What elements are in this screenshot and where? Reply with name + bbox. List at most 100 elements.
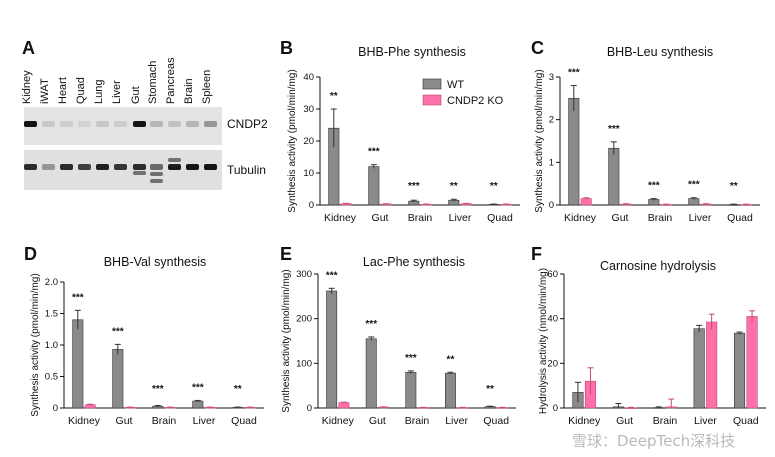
x-category-label: Liver xyxy=(694,415,717,427)
significance-label: *** xyxy=(408,181,420,192)
x-category-label: Quad xyxy=(483,415,509,427)
tubulin-band xyxy=(133,164,146,170)
y-tick-label: 0 xyxy=(53,403,58,414)
y-tick-label: 40 xyxy=(547,314,558,325)
bar-wt xyxy=(733,332,746,409)
tissue-label: Spleen xyxy=(201,70,213,104)
tissue-label: iWAT xyxy=(39,78,51,104)
bar-wt xyxy=(112,349,124,409)
x-category-label: Liver xyxy=(445,415,468,427)
x-category-label: Gut xyxy=(616,415,633,427)
chart-title: BHB-Val synthesis xyxy=(104,255,207,269)
bar-wt xyxy=(192,400,204,409)
y-axis-label: Synthesis activity (pmol/min/mg) xyxy=(287,69,298,212)
significance-label: *** xyxy=(192,382,204,393)
y-tick-label: 2 xyxy=(549,115,554,126)
blot-label-tubulin: Tubulin xyxy=(227,163,266,177)
significance-label: ** xyxy=(450,181,458,192)
bar-wt xyxy=(405,371,417,409)
tissue-label: Liver xyxy=(111,80,123,104)
tissue-label: Gut xyxy=(130,86,142,104)
y-axis-label: Synthesis activity (pmol/min/mg) xyxy=(281,269,292,412)
cndp2-band xyxy=(24,121,37,127)
cndp2-bands xyxy=(24,121,217,127)
blot-label-cndp2: CNDP2 xyxy=(227,117,268,131)
panel-b-chart: B BHB-Phe synthesis Synthesis activity (pm… xyxy=(280,38,520,224)
significance-label: *** xyxy=(365,319,377,330)
tubulin-band xyxy=(150,172,163,176)
y-tick-label: 3 xyxy=(549,72,554,83)
significance-label: ** xyxy=(330,91,338,102)
significance-label: ** xyxy=(490,181,498,192)
panel-d-chart: D BHB-Val synthesis Synthesis activity (pm… xyxy=(24,244,264,427)
y-tick-label: 0 xyxy=(309,200,314,211)
significance-label: *** xyxy=(152,384,164,395)
y-tick-label: 0 xyxy=(549,200,554,211)
legend-label-wt: WT xyxy=(447,79,464,91)
cndp2-band xyxy=(42,121,55,127)
y-axis-label: Synthesis activity (pmol/min/mg) xyxy=(534,69,545,212)
y-tick-label: 30 xyxy=(303,104,314,115)
tubulin-band xyxy=(168,158,181,162)
tubulin-band xyxy=(150,164,163,170)
y-tick-label: 0 xyxy=(307,403,312,414)
x-category-label: Quad xyxy=(733,415,759,427)
cndp2-band xyxy=(133,121,146,127)
tissue-label: Brain xyxy=(183,78,195,104)
x-category-label: Quad xyxy=(231,415,257,427)
tubulin-band xyxy=(60,164,73,170)
x-category-label: Kidney xyxy=(568,415,601,427)
legend-swatch-wt xyxy=(422,78,442,90)
panel-label-e: E xyxy=(280,244,292,264)
chart-title: BHB-Leu synthesis xyxy=(607,45,713,59)
x-category-label: Brain xyxy=(653,415,678,427)
significance-label: *** xyxy=(368,147,380,158)
x-category-label: Gut xyxy=(372,212,389,224)
tubulin-band xyxy=(96,164,109,170)
chart-title: BHB-Phe synthesis xyxy=(358,45,466,59)
panel-f-chart: F Carnosine hydrolysis Hydrolysis activity… xyxy=(531,244,766,427)
tubulin-band xyxy=(204,164,217,170)
panel-c-chart: C BHB-Leu synthesis Synthesis activity (pm… xyxy=(531,38,760,224)
bar-ko xyxy=(746,316,758,409)
cndp2-band xyxy=(186,121,199,127)
panel-label-c: C xyxy=(531,38,544,58)
bar-wt xyxy=(568,98,580,206)
bar-wt xyxy=(608,147,620,206)
tissue-label: Heart xyxy=(57,77,69,104)
x-category-label: Kidney xyxy=(322,415,355,427)
panel-label-a: A xyxy=(22,38,35,58)
significance-label: *** xyxy=(326,270,338,281)
blot-tissue-labels: Kidney iWAT Heart Quad Lung Liver Gut Stomach Pa… xyxy=(21,57,213,104)
cndp2-blot-strip xyxy=(24,107,222,145)
panel-a: A Kidney iWAT Heart Quad Lung Liver Gut Stomach… xyxy=(21,38,268,190)
x-category-label: Liver xyxy=(689,212,712,224)
tissue-label: Quad xyxy=(75,77,87,104)
cndp2-band xyxy=(96,121,109,127)
tubulin-band xyxy=(168,166,181,170)
tubulin-band xyxy=(150,179,163,183)
significance-label: ** xyxy=(486,384,494,395)
bar-wt xyxy=(688,198,700,206)
y-tick-label: 300 xyxy=(296,269,312,280)
bar-wt xyxy=(72,319,84,409)
bar-wt xyxy=(368,166,380,206)
x-category-label: Kidney xyxy=(324,212,357,224)
legend: WT CNDP2 KO xyxy=(422,78,504,107)
x-category-label: Gut xyxy=(612,212,629,224)
significance-label: *** xyxy=(112,326,124,337)
x-category-label: Gut xyxy=(369,415,386,427)
bar-wt xyxy=(445,372,456,409)
significance-label: *** xyxy=(608,124,620,135)
y-tick-label: 0.5 xyxy=(45,372,58,383)
y-tick-label: 1 xyxy=(549,157,554,168)
y-tick-label: 200 xyxy=(296,314,312,325)
cndp2-band xyxy=(168,121,181,127)
bar-wt xyxy=(693,328,705,409)
tissue-label: Stomach xyxy=(147,61,159,104)
cndp2-band xyxy=(150,121,163,127)
bar-wt xyxy=(365,338,377,409)
cndp2-band xyxy=(78,121,91,127)
y-tick-label: 60 xyxy=(547,269,558,280)
